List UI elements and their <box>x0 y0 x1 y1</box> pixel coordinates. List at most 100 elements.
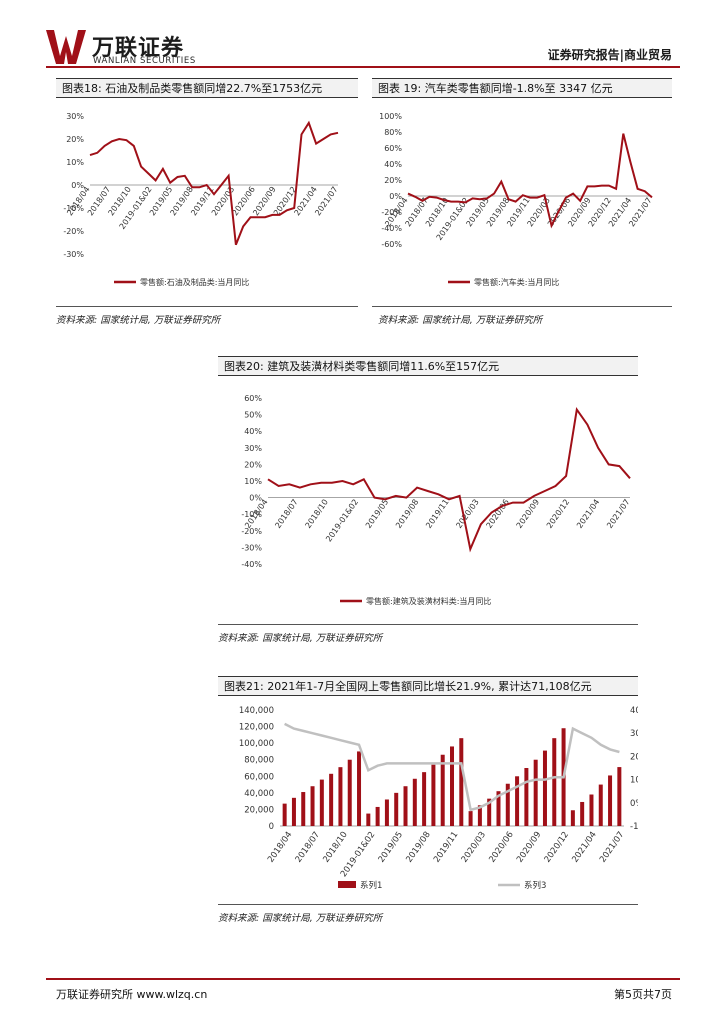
y-tick-label: 60% <box>384 144 402 153</box>
y-tick-label: -20% <box>63 227 84 236</box>
bar <box>496 791 501 826</box>
y-right-tick-label: 30% <box>630 729 638 739</box>
bar <box>329 773 334 826</box>
legend-label: 零售额:建筑及装潢材料类:当月同比 <box>366 596 491 606</box>
y-tick-label: -10% <box>241 510 262 519</box>
y-tick-label: 80% <box>384 128 402 137</box>
bar <box>412 778 417 826</box>
y-tick-label: -10% <box>63 204 84 213</box>
y-tick-label: 40% <box>384 160 402 169</box>
x-tick-label: 2019/05 <box>364 498 390 530</box>
y-tick-label: -40% <box>381 224 402 233</box>
x-tick-label: 2020/06 <box>485 498 511 530</box>
y-tick-label: 30% <box>244 444 262 453</box>
bar <box>431 764 436 826</box>
x-tick-label: 2020/06 <box>487 830 515 865</box>
y-tick-label: -40% <box>241 560 262 569</box>
x-tick-label: 2018/07 <box>294 830 322 865</box>
y-tick-label: 40% <box>244 427 262 436</box>
bar <box>357 751 362 826</box>
bar <box>533 759 538 826</box>
chart-20-title: 图表20: 建筑及装潢材料类零售额同增11.6%至157亿元 <box>218 356 638 376</box>
chart-18-source: 资料来源: 国家统计局, 万联证券研究所 <box>56 315 221 326</box>
y-tick-label: 100% <box>379 112 402 121</box>
bar <box>301 792 306 826</box>
bar <box>608 775 613 826</box>
bar <box>459 738 464 826</box>
y-tick-label: 30% <box>66 112 84 121</box>
logo-subtext: WANLIAN SECURITIES <box>93 56 196 66</box>
x-tick-label: 2018/10 <box>304 498 330 530</box>
y-tick-label: 0% <box>249 494 262 503</box>
chart-20-source: 资料来源: 国家统计局, 万联证券研究所 <box>218 633 383 644</box>
series-line <box>267 407 631 553</box>
x-tick-label: 2021/04 <box>570 830 598 865</box>
chart-19: 100%80%60%40%20%0%-20%-40%-60%2018/04201… <box>379 112 654 287</box>
chart-21-title: 图表21: 2021年1-7月全国网上零售额同比增长21.9%, 累计达71,1… <box>218 676 638 696</box>
bar <box>542 750 547 826</box>
chart-19-title: 图表 19: 汽车类零售额同增-1.8%至 3347 亿元 <box>372 78 672 98</box>
bar <box>580 801 585 826</box>
y-left-tick-label: 40,000 <box>244 789 274 799</box>
y-left-tick-label: 0 <box>269 822 274 832</box>
y-tick-label: 50% <box>244 411 262 420</box>
y-left-tick-label: 80,000 <box>244 756 274 766</box>
x-tick-label: 2021/07 <box>605 498 631 530</box>
bar <box>291 797 296 826</box>
y-right-tick-label: 40% <box>630 706 638 716</box>
bar <box>552 738 557 826</box>
chart-18: 30%20%10%0%-10%-20%-30%2018/042018/07201… <box>63 112 339 287</box>
bar <box>282 803 287 826</box>
x-tick-label: 2020/12 <box>545 498 571 530</box>
bar <box>338 767 343 826</box>
y-tick-label: 10% <box>244 477 262 486</box>
y-tick-label: 20% <box>244 460 262 469</box>
x-tick-label: 2021/07 <box>598 830 626 865</box>
page-number: 第5页共7页 <box>614 988 672 1001</box>
bar <box>440 754 445 826</box>
logo-w-icon <box>46 30 86 64</box>
footer-org: 万联证券研究所 www.wlzq.cn <box>56 988 208 1001</box>
x-tick-label: 2018/04 <box>266 830 294 865</box>
y-left-tick-label: 60,000 <box>244 772 274 782</box>
y-tick-label: -30% <box>241 543 262 552</box>
y-left-tick-label: 140,000 <box>239 706 274 716</box>
y-left-tick-label: 120,000 <box>239 723 274 733</box>
x-tick-label: 2019/08 <box>404 830 432 865</box>
bar <box>384 799 389 826</box>
chart-20: 60% 50% 40% 30% 20% 10% 0% -10% -20% -30% -40% 2018… <box>241 394 631 606</box>
header-divider <box>46 66 680 68</box>
y-tick-label: 10% <box>66 158 84 167</box>
y-right-tick-label: 20% <box>630 752 638 762</box>
y-tick-label: 20% <box>66 135 84 144</box>
x-tick-label: 2019/11 <box>424 498 450 530</box>
y-right-tick-label: 10% <box>630 776 638 786</box>
x-tick-label: 2018/07 <box>273 498 299 530</box>
y-left-tick-label: 100,000 <box>239 739 274 749</box>
chart-21-source: 资料来源: 国家统计局, 万联证券研究所 <box>218 913 383 924</box>
report-type: 证券研究报告|商业贸易 <box>547 48 672 62</box>
x-tick-label: 2020/12 <box>543 830 571 865</box>
legend-label: 系列1 <box>360 880 382 891</box>
bar <box>598 784 603 826</box>
x-tick-label: 2020/03 <box>460 830 488 865</box>
y-tick-label: -20% <box>381 208 402 217</box>
chart-21: 140,000 120,000 100,000 80,000 60,000 40,000 2… <box>239 706 638 891</box>
logo-text: 万联证券 <box>92 36 185 61</box>
x-tick-label: 2020/09 <box>515 830 543 865</box>
x-tick-label: 2019/11 <box>432 830 460 865</box>
bar <box>422 772 427 826</box>
y-tick-label: 0% <box>71 181 84 190</box>
bar <box>570 810 575 826</box>
y-tick-label: -60% <box>381 240 402 249</box>
chart-19-source: 资料来源: 国家统计局, 万联证券研究所 <box>378 315 543 326</box>
bar <box>468 811 473 826</box>
bar <box>505 783 510 826</box>
bar <box>450 746 454 826</box>
legend-label: 零售额:汽车类:当月同比 <box>474 277 559 287</box>
x-tick-label: 2019-01&02 <box>324 498 360 544</box>
x-tick-label: 2020/03 <box>454 498 480 530</box>
bar <box>366 813 371 826</box>
y-tick-label: 20% <box>384 176 402 185</box>
x-tick-label: 2019/05 <box>377 830 405 865</box>
